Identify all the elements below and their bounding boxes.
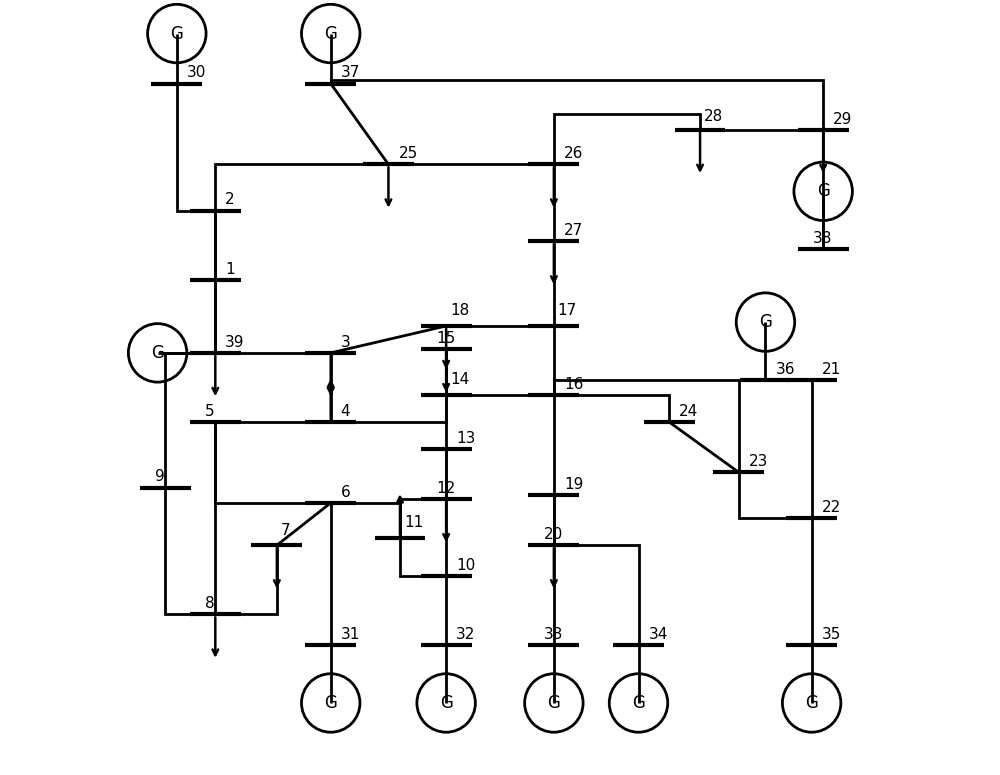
Text: 39: 39 (225, 335, 245, 350)
Text: 38: 38 (813, 231, 833, 246)
Text: 21: 21 (822, 362, 841, 377)
Text: 25: 25 (398, 146, 418, 161)
Text: 20: 20 (544, 527, 563, 542)
Text: 4: 4 (341, 404, 350, 419)
Text: 17: 17 (558, 303, 577, 319)
Text: 32: 32 (456, 627, 476, 642)
Text: 15: 15 (436, 331, 455, 346)
Text: 8: 8 (205, 597, 215, 611)
Text: 13: 13 (456, 431, 476, 446)
Text: 18: 18 (450, 303, 469, 319)
Text: 36: 36 (775, 362, 795, 377)
Text: 14: 14 (450, 373, 469, 388)
Text: G: G (817, 182, 830, 200)
Text: G: G (805, 694, 818, 712)
Text: 2: 2 (225, 192, 235, 208)
Text: 29: 29 (833, 112, 853, 126)
Text: 11: 11 (404, 515, 423, 530)
Text: 22: 22 (822, 500, 841, 515)
Text: 7: 7 (281, 522, 290, 538)
Text: 1: 1 (225, 262, 235, 277)
Text: G: G (170, 25, 183, 43)
Text: 33: 33 (544, 627, 563, 642)
Text: G: G (632, 694, 645, 712)
Text: 28: 28 (704, 109, 723, 123)
Text: 6: 6 (341, 485, 350, 500)
Text: G: G (440, 694, 453, 712)
Text: 27: 27 (564, 223, 583, 238)
Text: 5: 5 (205, 404, 215, 419)
Text: G: G (547, 694, 560, 712)
Text: 26: 26 (564, 146, 583, 161)
Text: 23: 23 (749, 454, 768, 469)
Text: G: G (151, 344, 164, 362)
Text: G: G (759, 313, 772, 331)
Text: 31: 31 (341, 627, 360, 642)
Text: 3: 3 (341, 335, 350, 350)
Text: 12: 12 (436, 481, 455, 496)
Text: 35: 35 (822, 627, 841, 642)
Text: 24: 24 (679, 404, 699, 419)
Text: 9: 9 (155, 470, 165, 484)
Text: 10: 10 (456, 558, 475, 573)
Text: 37: 37 (341, 66, 360, 81)
Text: 19: 19 (564, 477, 583, 492)
Text: 16: 16 (564, 377, 583, 392)
Text: G: G (324, 694, 337, 712)
Text: G: G (324, 25, 337, 43)
Text: 30: 30 (187, 66, 206, 81)
Text: 34: 34 (649, 627, 668, 642)
